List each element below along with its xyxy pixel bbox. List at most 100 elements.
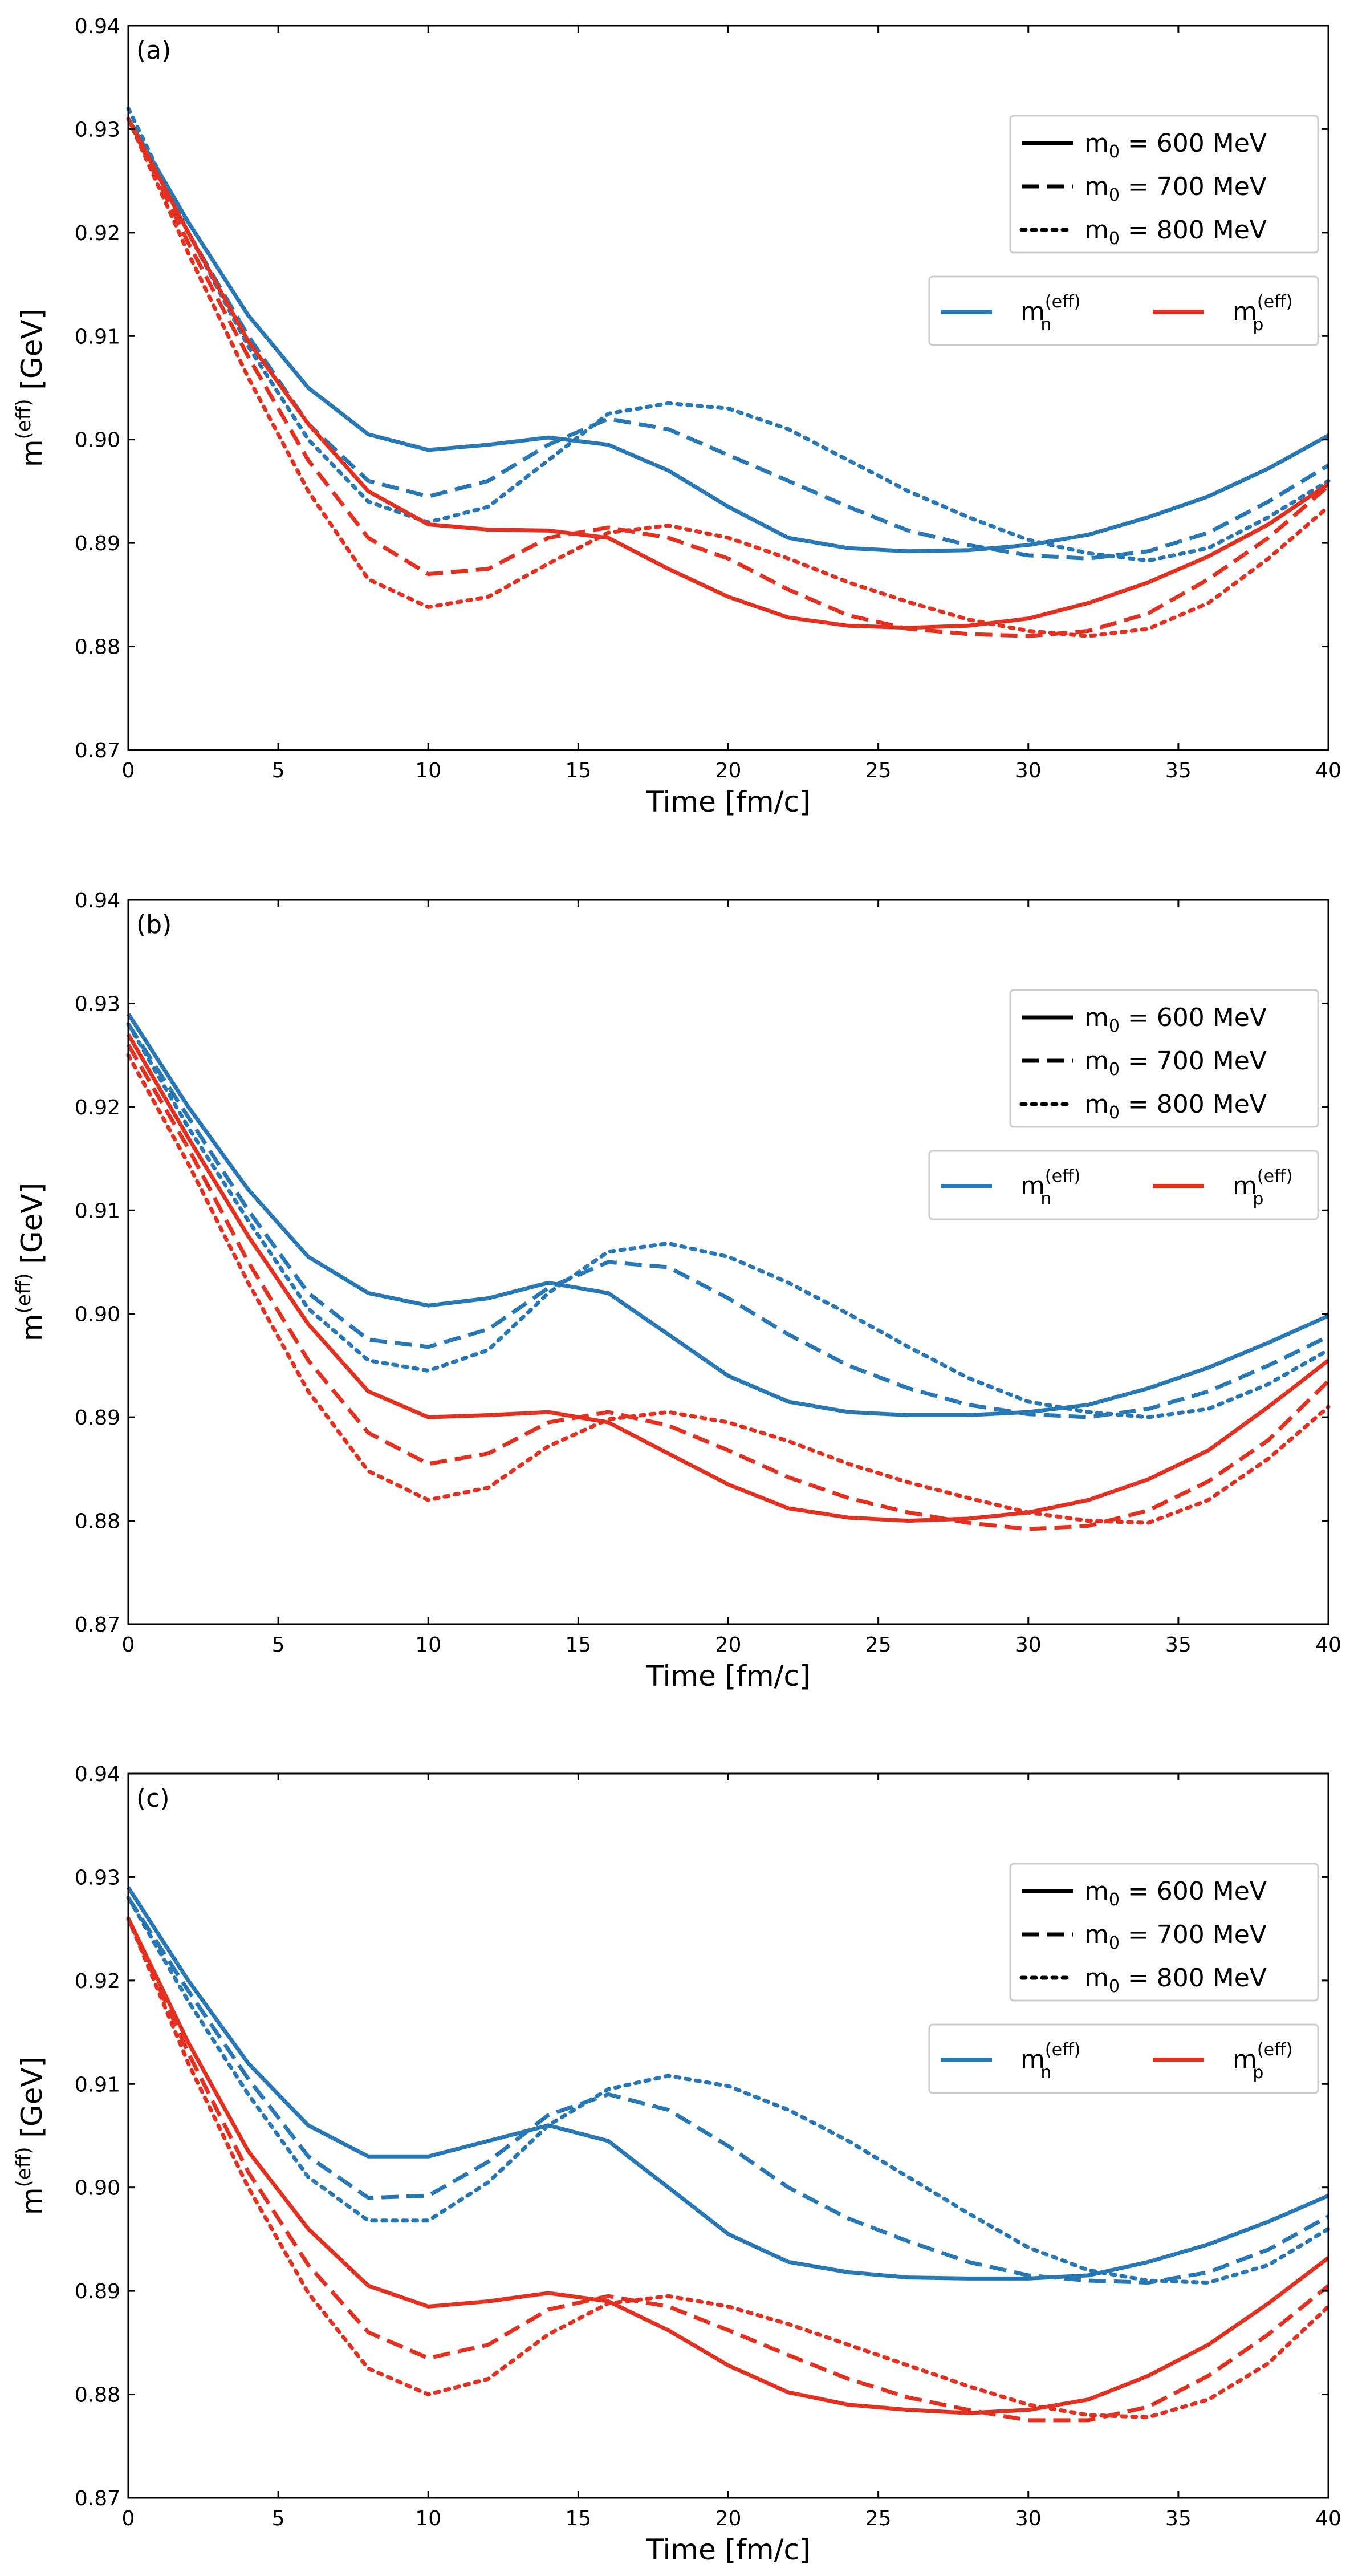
series-line-p-800 [126, 1916, 1331, 2419]
panel-label: (c) [136, 1784, 170, 1813]
legend-label-m: m [1233, 297, 1257, 326]
x-tick-label: 5 [272, 759, 285, 782]
legend-label-m: m [1084, 129, 1109, 158]
legend-label-sup: (eff) [1257, 1166, 1293, 1186]
legend-label-m: m [1233, 2045, 1257, 2074]
legend-label-m0: m0 = 700 MeV [1084, 1920, 1267, 1953]
y-tick-label: 0.88 [75, 1510, 120, 1534]
legend-box-m0 [1009, 1863, 1319, 2002]
series-line-n-800 [126, 106, 1331, 563]
legend-label-m: m [1084, 1046, 1109, 1076]
y-tick-label: 0.88 [75, 2384, 120, 2407]
y-tick-label: 0.87 [75, 1613, 120, 1637]
legend-box-particle [928, 1150, 1319, 1220]
y-tick-label: 0.92 [75, 222, 120, 245]
y-tick-label: 0.89 [75, 1406, 120, 1430]
y-axis-title-sup: (eff) [13, 2147, 35, 2188]
legend-label-sup: (eff) [1045, 1166, 1081, 1186]
x-axis-title: Time [fm/c] [646, 785, 811, 818]
legend-label-rest: = 600 MeV [1120, 129, 1267, 158]
legend-label-rest: = 600 MeV [1120, 1877, 1267, 1906]
legend-label-rest: = 700 MeV [1120, 1046, 1267, 1076]
x-axis-title: Time [fm/c] [646, 2533, 811, 2566]
y-tick-label: 0.93 [75, 992, 120, 1016]
legend-label-rest: = 600 MeV [1120, 1003, 1267, 1032]
legend-label-n: m(eff) n [1020, 292, 1080, 335]
series-line-p-600 [126, 1917, 1330, 2415]
y-tick-label: 0.89 [75, 2280, 120, 2303]
legend-box-particle [928, 2023, 1319, 2094]
legend-label-m: m [1020, 2045, 1045, 2074]
series-group [126, 106, 1331, 638]
y-axis-title: m(eff) [GeV] [13, 309, 48, 467]
legend-label-sub: 0 [1109, 1977, 1120, 1997]
x-tick-label: 15 [565, 2507, 591, 2530]
y-axis-title-text: m(eff) [GeV] [13, 2056, 48, 2215]
x-tick-label: 25 [865, 2507, 892, 2530]
series-line-n-600 [127, 1012, 1329, 1417]
legend-label-sub: 0 [1109, 1016, 1120, 1036]
legend-label-sup: (eff) [1257, 292, 1293, 312]
y-tick-label: 0.88 [75, 636, 120, 659]
legend-label-m: m [1020, 1171, 1045, 1200]
legend-label-m: m [1084, 1877, 1109, 1906]
x-tick-label: 20 [715, 1633, 742, 1657]
y-axis-title-text: m(eff) [GeV] [13, 1183, 48, 1341]
chart-panel-2: 0 5 10 15 20 25 30 35 40 0.87 0.88 0.89 0.90 0.91 0.92… [13, 1763, 1341, 2566]
series-line-n-600 [126, 117, 1329, 554]
y-tick-label: 0.90 [75, 2177, 120, 2200]
x-tick-label: 35 [1165, 759, 1192, 782]
legend-label-m: m [1084, 172, 1109, 201]
legend-label-m0: m0 = 700 MeV [1084, 172, 1267, 205]
y-axis-title-m: m [15, 2187, 48, 2215]
y-axis-title: m(eff) [GeV] [13, 1183, 48, 1341]
series-line-p-800 [126, 1053, 1331, 1525]
y-tick-label: 0.87 [75, 739, 120, 762]
series-group [126, 1886, 1331, 2423]
series-line-p-700 [126, 117, 1330, 638]
legend-label-p: m(eff) p [1233, 292, 1292, 335]
y-tick-label: 0.94 [75, 15, 120, 38]
y-axis-title-unit: [GeV] [15, 309, 48, 399]
legend-label-m: m [1084, 216, 1109, 245]
legend-label-n: m(eff) n [1020, 2040, 1080, 2083]
legend-label-m0: m0 = 600 MeV [1084, 1877, 1267, 1910]
x-tick-label: 20 [715, 2507, 742, 2530]
x-tick-label: 5 [272, 2507, 285, 2530]
legend-label-sub: 0 [1109, 142, 1120, 162]
x-tick-label: 35 [1165, 2507, 1192, 2530]
legend-label-m0: m0 = 600 MeV [1084, 1003, 1267, 1036]
y-tick-label: 0.91 [75, 2073, 120, 2096]
y-tick-label: 0.94 [75, 889, 120, 912]
series-line-n-800 [126, 1022, 1331, 1419]
legend-label-particle: n [1040, 2063, 1051, 2083]
series-line-n-700 [127, 1023, 1329, 1419]
x-axis-title: Time [fm/c] [646, 1660, 811, 1693]
x-tick-label: 40 [1315, 1633, 1341, 1657]
series-line-n-800 [126, 1896, 1331, 2285]
series-line-n-700 [127, 1896, 1329, 2285]
legend-label-m0: m0 = 600 MeV [1084, 129, 1267, 162]
legend-label-sub: 0 [1109, 1890, 1120, 1910]
x-tick-label: 20 [715, 759, 742, 782]
x-tick-label: 5 [272, 1633, 285, 1657]
y-axis-title-unit: [GeV] [15, 2056, 48, 2147]
x-tick-label: 30 [1015, 1633, 1042, 1657]
x-tick-label: 10 [415, 2507, 441, 2530]
x-tick-label: 25 [865, 759, 892, 782]
y-axis-title-text: m(eff) [GeV] [13, 309, 48, 467]
legend-label-sup: (eff) [1045, 2040, 1081, 2060]
x-tick-label: 30 [1015, 759, 1042, 782]
y-tick-label: 0.93 [75, 118, 120, 141]
legend-label-p: m(eff) p [1233, 2040, 1292, 2083]
chart-panel-0: 0 5 10 15 20 25 30 35 40 0.87 0.88 0.89 0.90 0.91 0.92… [13, 15, 1341, 818]
y-axis-title-unit: [GeV] [15, 1183, 48, 1273]
legend-label-particle: p [1253, 315, 1263, 335]
legend-label-sub: 0 [1109, 185, 1120, 205]
legend-label-particle: p [1253, 2063, 1263, 2083]
legend-label-particle: p [1253, 1189, 1263, 1209]
series-line-p-600 [126, 117, 1329, 630]
legend-label-rest: = 800 MeV [1120, 216, 1267, 245]
y-tick-label: 0.89 [75, 532, 120, 555]
x-tick-label: 40 [1315, 759, 1341, 782]
